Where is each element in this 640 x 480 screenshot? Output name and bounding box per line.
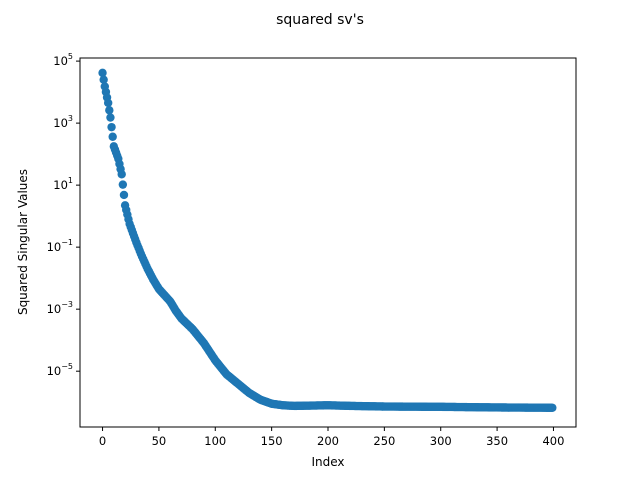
data-point bbox=[117, 170, 126, 179]
y-tick-label: 10−1 bbox=[47, 238, 73, 254]
chart-title: squared sv's bbox=[276, 12, 364, 28]
x-tick-label: 300 bbox=[430, 434, 452, 448]
x-axis-label: Index bbox=[311, 455, 344, 469]
y-tick-label: 10−3 bbox=[47, 300, 73, 316]
y-tick-label: 10−5 bbox=[47, 362, 73, 378]
plot-frame bbox=[79, 57, 577, 428]
data-point bbox=[103, 98, 113, 108]
y-axis-label: Squared Singular Values bbox=[16, 169, 30, 315]
x-tick-label: 50 bbox=[152, 434, 167, 448]
x-tick-label: 250 bbox=[373, 434, 395, 448]
y-tick-label: 105 bbox=[53, 52, 73, 68]
y-tick-label: 101 bbox=[53, 176, 73, 192]
x-axis: 0 50 100 150 200 250 300 350 400 bbox=[99, 427, 564, 448]
x-tick-label: 200 bbox=[317, 434, 339, 448]
data-point bbox=[107, 122, 116, 132]
data-point bbox=[118, 180, 128, 189]
x-tick-label: 350 bbox=[486, 434, 508, 448]
data-point bbox=[105, 106, 114, 115]
x-tick-label: 400 bbox=[542, 434, 564, 448]
data-point bbox=[108, 132, 117, 141]
data-point bbox=[106, 113, 115, 122]
data-point bbox=[119, 190, 129, 200]
y-axis: 105 103 101 10−1 10−3 10−5 bbox=[47, 52, 80, 378]
x-tick-label: 150 bbox=[261, 434, 283, 448]
scatter-points bbox=[98, 68, 557, 412]
data-point bbox=[98, 68, 107, 78]
y-tick-label: 103 bbox=[53, 114, 73, 130]
data-point bbox=[548, 403, 557, 412]
x-tick-label: 100 bbox=[204, 434, 226, 448]
data-point bbox=[99, 75, 108, 84]
x-tick-label: 0 bbox=[99, 434, 106, 448]
